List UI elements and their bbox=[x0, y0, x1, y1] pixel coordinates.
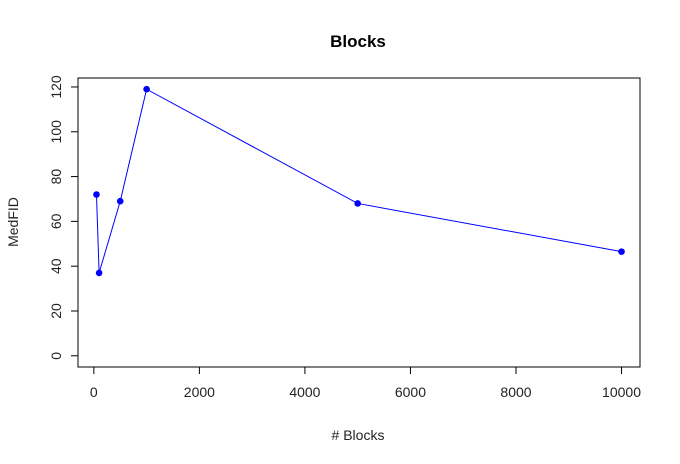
y-tick-label: 80 bbox=[48, 169, 64, 185]
series-line bbox=[95, 88, 622, 274]
x-tick-label: 4000 bbox=[289, 384, 320, 400]
x-tick-label: 6000 bbox=[395, 384, 426, 400]
data-point bbox=[354, 200, 361, 207]
y-axis-label: MedFID bbox=[5, 197, 21, 247]
y-tick-label: 100 bbox=[48, 120, 64, 144]
data-point bbox=[95, 269, 103, 277]
plot-area-frame bbox=[77, 77, 641, 368]
x-tick-label: 10000 bbox=[602, 384, 641, 400]
y-tick-label: 40 bbox=[48, 258, 64, 274]
x-axis: 0 2000 4000 6000 8000 10000 bbox=[90, 366, 641, 400]
chart-title: Blocks bbox=[330, 32, 386, 51]
y-tick-label: 0 bbox=[48, 352, 64, 360]
y-axis: 0 20 40 60 80 100 120 bbox=[48, 75, 79, 360]
data-point bbox=[93, 191, 100, 198]
series-layer bbox=[93, 85, 625, 277]
y-tick-label: 20 bbox=[48, 303, 64, 319]
data-point bbox=[143, 85, 150, 93]
x-axis-label: # Blocks bbox=[332, 427, 385, 443]
x-tick-label: 8000 bbox=[500, 384, 531, 400]
x-tick-label: 0 bbox=[90, 384, 98, 400]
data-point bbox=[618, 248, 625, 255]
y-tick-label: 120 bbox=[48, 75, 64, 99]
y-tick-label: 60 bbox=[48, 213, 64, 229]
data-point bbox=[116, 197, 124, 205]
x-tick-label: 2000 bbox=[184, 384, 215, 400]
